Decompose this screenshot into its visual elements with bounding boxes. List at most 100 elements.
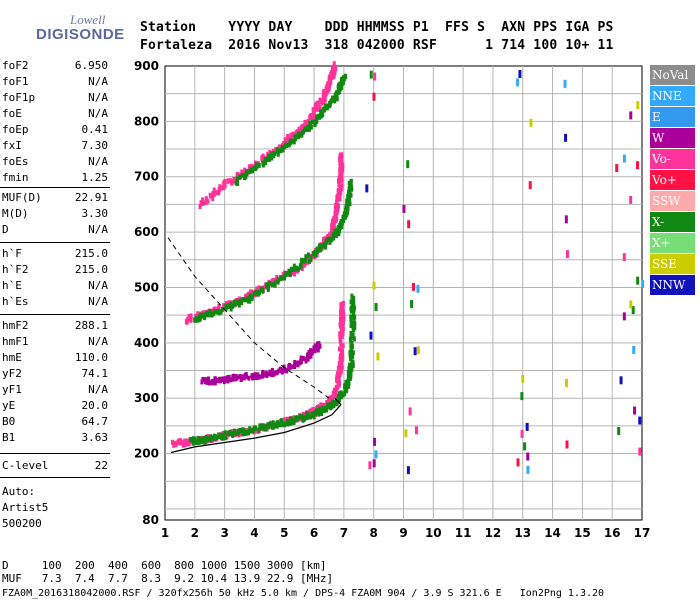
echo-mark [213, 436, 217, 442]
echo-mark [316, 409, 320, 415]
noise-echo [622, 312, 626, 321]
echo-mark [340, 347, 344, 353]
echo-mark [205, 435, 209, 441]
echo-mark [338, 316, 342, 322]
echo-mark [251, 375, 255, 381]
echo-mark [273, 151, 277, 157]
echo-mark [308, 126, 312, 132]
echo-mark [203, 377, 207, 383]
echo-mark [283, 137, 287, 143]
echo-mark [201, 200, 205, 206]
param-name: foF1p [2, 91, 36, 104]
echo-mark [339, 353, 343, 359]
echo-mark [318, 406, 322, 412]
echo-mark [281, 147, 285, 153]
echo-mark [319, 243, 323, 249]
echo-mark [215, 309, 219, 315]
noise-echo [416, 284, 420, 293]
echo-mark [245, 296, 249, 302]
echo-mark [252, 290, 256, 296]
echo-mark [340, 356, 344, 362]
echo-mark [305, 126, 309, 132]
echo-mark [215, 377, 219, 383]
echo-mark [337, 382, 341, 388]
echo-mark [191, 440, 195, 446]
param-name: B1 [2, 431, 16, 444]
echo-mark [304, 358, 308, 364]
echo-mark [276, 149, 280, 155]
echo-mark [247, 375, 251, 381]
noise-echo [372, 459, 376, 468]
echo-mark [337, 181, 341, 187]
echo-mark [184, 438, 188, 444]
echo-mark [308, 120, 312, 126]
noise-echo [641, 279, 645, 288]
noise-echo [373, 72, 377, 81]
echo-mark [317, 113, 321, 119]
echo-mark [300, 257, 304, 263]
echo-mark [263, 157, 267, 163]
noise-echo [565, 440, 569, 449]
echo-mark [353, 314, 357, 320]
param-row: fxI 7.30 [2, 138, 108, 154]
echo-mark [235, 179, 239, 185]
echo-mark [343, 386, 347, 392]
echo-mark [285, 419, 289, 425]
echo-mark [276, 277, 280, 283]
echo-mark [243, 297, 247, 303]
noise-echo [368, 461, 372, 470]
param-row: B0 64.7 [2, 414, 108, 430]
echo-mark [248, 298, 252, 304]
noise-echo [410, 300, 414, 309]
noise-echo [636, 276, 640, 285]
echo-mark [338, 196, 342, 202]
param-row: D N/A [2, 222, 108, 238]
echo-mark [275, 421, 279, 427]
echo-mark [255, 374, 259, 380]
param-value: 288.1 [74, 319, 108, 332]
echo-mark [242, 427, 246, 433]
echo-mark [293, 266, 297, 272]
echo-mark [229, 377, 233, 383]
echo-mark [266, 156, 270, 162]
echo-mark [275, 274, 279, 280]
echo-mark [218, 432, 222, 438]
echo-mark [347, 366, 351, 372]
echo-mark [286, 138, 290, 144]
param-value: 64.7 [81, 415, 109, 428]
echo-mark [307, 258, 311, 264]
noise-echo [516, 78, 520, 87]
legend-item: NoVal [650, 65, 695, 85]
echo-mark [338, 175, 342, 181]
param-row: foF1p N/A [2, 90, 108, 106]
echo-mark [333, 98, 337, 104]
echo-mark [349, 314, 353, 320]
echo-mark [223, 430, 227, 436]
echo-mark [298, 132, 302, 138]
y-tick-label: 900 [134, 59, 159, 73]
echo-mark [333, 207, 337, 213]
echo-mark [303, 122, 307, 128]
echo-mark [341, 343, 345, 349]
echo-mark [348, 195, 352, 201]
file-info-row: FZA0M_2016318042000.RSF / 320fx256h 50 k… [2, 588, 605, 599]
echo-mark [241, 431, 245, 437]
param-name: foF2 [2, 59, 29, 72]
echo-mark [217, 310, 221, 316]
param-name: foEp [2, 123, 29, 136]
y-tick-label: 300 [134, 391, 159, 405]
echo-mark [224, 304, 228, 310]
echo-mark [352, 320, 356, 326]
echo-mark [271, 282, 275, 288]
echo-mark [350, 340, 354, 346]
noise-echo [528, 181, 532, 190]
echo-mark [239, 376, 243, 382]
param-row: h`F2 215.0 [2, 262, 108, 278]
echo-mark [231, 179, 235, 185]
echo-mark [327, 236, 331, 242]
echo-mark [341, 162, 345, 168]
header-values: Fortaleza 2016 Nov13 318 042000 RSF 1 71… [140, 38, 614, 53]
echo-mark [295, 265, 299, 271]
echo-mark [314, 252, 318, 258]
x-tick-label: 17 [634, 526, 651, 540]
